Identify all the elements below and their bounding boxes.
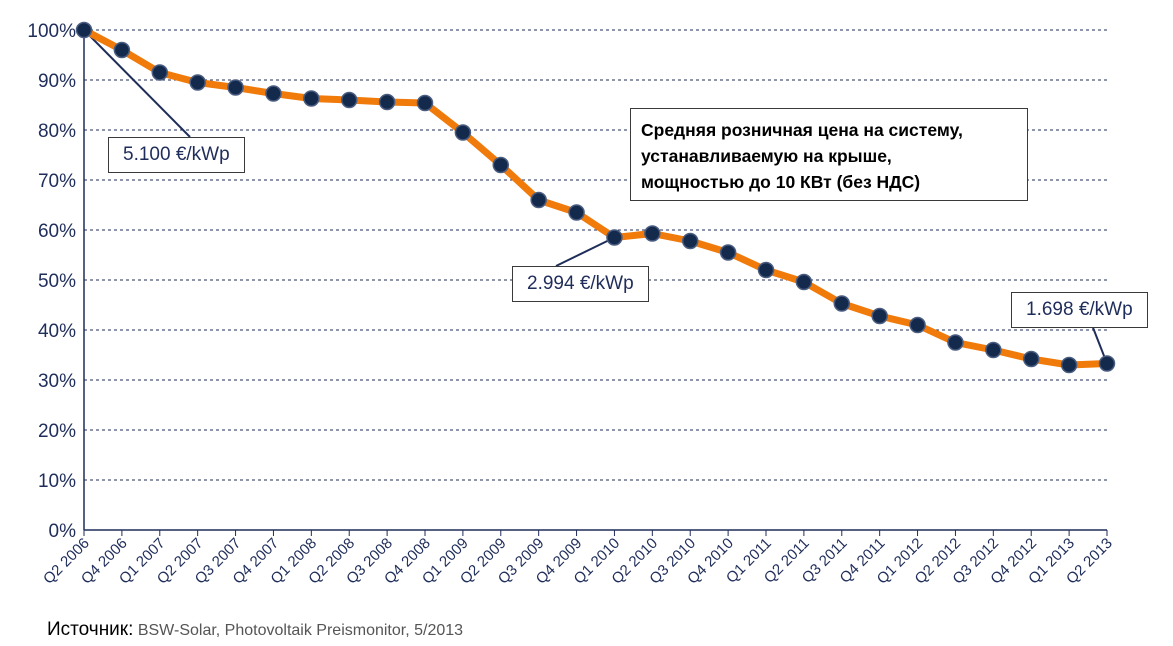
data-point	[606, 229, 623, 246]
annotation-mid-price: 2.994 €/kWp	[512, 266, 649, 302]
y-tick-label: 60%	[38, 221, 76, 242]
data-point	[75, 21, 93, 39]
y-tick-label: 20%	[38, 421, 76, 442]
annotation-end-price: 1.698 €/kWp	[1011, 292, 1148, 328]
data-point	[719, 244, 737, 261]
y-tick-label: 0%	[49, 521, 77, 542]
data-point	[303, 90, 320, 107]
data-point	[568, 204, 585, 221]
legend-line-2: устанавливаемую на крыше,	[641, 146, 892, 166]
y-tick-label: 10%	[38, 471, 76, 492]
data-point	[113, 41, 131, 59]
data-point	[757, 261, 775, 279]
data-point	[871, 307, 888, 325]
annotation-leader-line	[83, 29, 191, 138]
data-point	[1098, 355, 1116, 372]
y-tick-label: 100%	[27, 21, 76, 42]
data-point	[151, 64, 169, 81]
data-point	[795, 273, 813, 291]
data-point	[189, 74, 206, 91]
data-point	[340, 91, 358, 109]
data-point	[227, 79, 244, 96]
data-point	[378, 93, 396, 111]
data-point	[416, 94, 434, 112]
data-point	[530, 191, 547, 209]
data-point	[1022, 350, 1040, 368]
data-point	[492, 156, 510, 174]
series-line	[80, 26, 1111, 369]
data-point	[1060, 356, 1078, 374]
chart-legend-box: Средняя розничная цена на систему, устан…	[630, 108, 1028, 201]
annotation-leader-line	[555, 236, 615, 267]
y-tick-label: 30%	[38, 371, 76, 392]
y-tick-label: 70%	[38, 171, 76, 192]
y-tick-label: 50%	[38, 271, 76, 292]
y-tick-label: 80%	[38, 121, 76, 142]
y-tick-label: 40%	[38, 321, 76, 342]
annotation-start-price: 5.100 €/kWp	[108, 137, 245, 173]
y-tick-label: 90%	[38, 71, 76, 92]
legend-line-1: Средняя розничная цена на систему,	[641, 120, 963, 140]
source-note: Источник: BSW-Solar, Photovoltaik Preism…	[47, 619, 463, 641]
data-point	[985, 341, 1002, 359]
data-point	[909, 316, 926, 334]
data-point	[833, 295, 851, 312]
data-point	[265, 85, 282, 102]
source-text: BSW-Solar, Photovoltaik Preismonitor, 5/…	[133, 622, 464, 639]
data-point	[947, 334, 964, 351]
legend-line-3: мощностью до 10 КВт (без НДС)	[641, 172, 921, 192]
source-label: Источник:	[47, 619, 134, 640]
data-point	[681, 232, 699, 250]
data-point	[644, 225, 661, 242]
data-point	[454, 124, 472, 141]
